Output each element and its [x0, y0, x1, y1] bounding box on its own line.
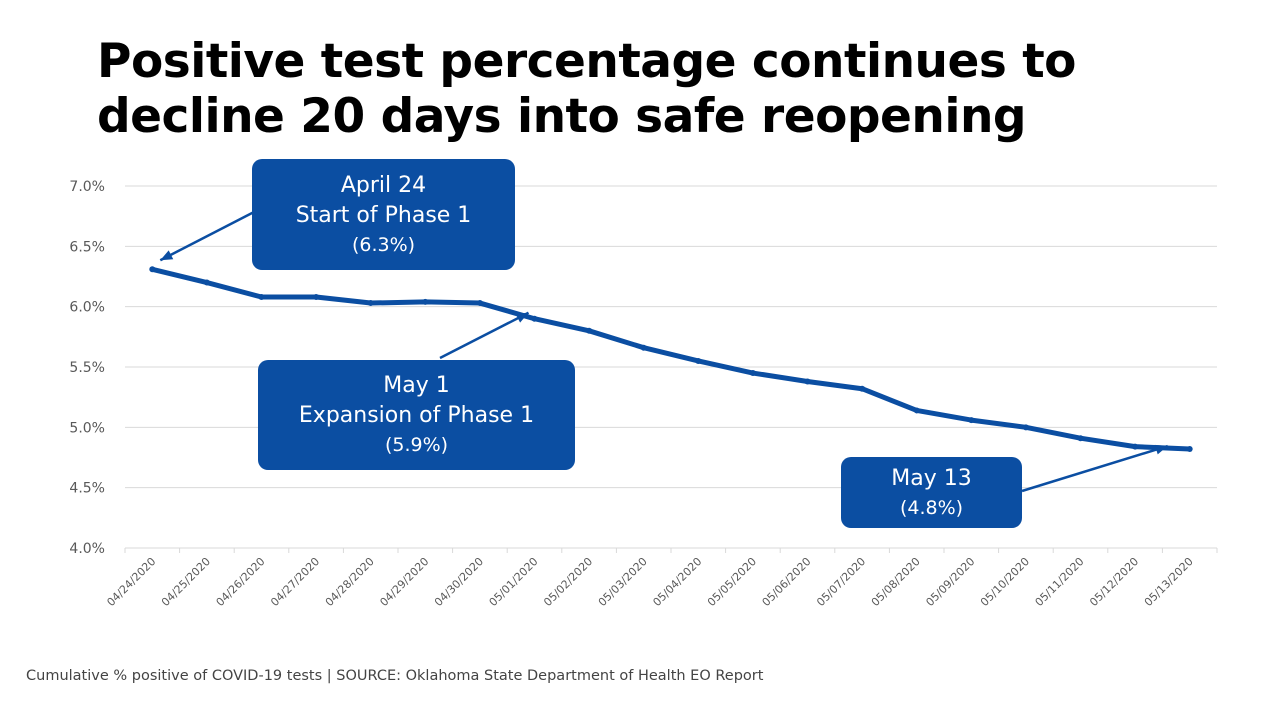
data-point: [804, 378, 811, 385]
callout-april-24-date: April 24: [340, 172, 427, 198]
x-tick-label: 04/24/2020: [104, 555, 158, 609]
data-point: [640, 344, 647, 351]
x-tick-label: 05/05/2020: [705, 555, 759, 609]
y-tick-label: 6.0%: [69, 300, 105, 316]
callout-may-13-date: May 13: [891, 465, 972, 491]
data-point: [476, 300, 483, 307]
callout-may-13: May 13 (4.8%): [841, 457, 1022, 528]
title-line-2: decline 20 days into safe reopening: [97, 89, 1027, 144]
y-tick-label: 6.5%: [69, 239, 105, 255]
data-point: [531, 315, 538, 322]
y-tick-label: 5.5%: [69, 360, 105, 376]
callout-april-24: April 24 Start of Phase 1 (6.3%): [252, 159, 515, 270]
x-tick-label: 05/01/2020: [487, 555, 541, 609]
callout-may-1: May 1 Expansion of Phase 1 (5.9%): [258, 360, 575, 470]
x-tick-label: 04/26/2020: [214, 555, 268, 609]
data-point: [203, 279, 210, 286]
callout-may-13-value: (4.8%): [899, 496, 964, 519]
data-point: [695, 357, 702, 364]
title-line-1: Positive test percentage continues to: [97, 34, 1076, 89]
x-tick-label: 05/02/2020: [541, 555, 595, 609]
x-tick-label: 04/30/2020: [432, 555, 486, 609]
callout-may-1-value: (5.9%): [384, 434, 449, 456]
x-tick-label: 05/06/2020: [760, 555, 814, 609]
data-point: [586, 327, 593, 334]
callout-may-1-label: Expansion of Phase 1: [298, 403, 535, 428]
x-tick-label: 05/07/2020: [814, 555, 868, 609]
callout-april-24-value: (6.3%): [351, 233, 416, 256]
data-point: [859, 385, 866, 392]
x-axis-ticks: 04/24/2020 04/25/2020 04/26/2020 04/27/2020…: [104, 555, 1195, 609]
y-tick-label: 5.0%: [69, 420, 105, 436]
data-point: [422, 298, 429, 305]
x-tick-label: 05/09/2020: [923, 555, 977, 609]
data-point: [1132, 443, 1139, 450]
data-point: [1077, 435, 1084, 442]
arrow-may-13-shaft: [1021, 444, 1169, 493]
y-axis-ticks: 4.0% 4.5% 5.0% 5.5% 6.0% 6.5% 7.0%: [69, 179, 105, 557]
arrow-april-24-shaft: [159, 210, 255, 262]
x-tick-label: 05/03/2020: [596, 555, 650, 609]
data-point: [913, 407, 920, 414]
x-tick-label: 04/27/2020: [268, 555, 322, 609]
x-tick-label: 05/13/2020: [1142, 555, 1196, 609]
arrow-may-1-shaft: [439, 311, 530, 360]
page-title: Positive test percentage continues to de…: [97, 34, 1197, 144]
x-axis: [124, 547, 1218, 553]
callout-may-1-date: May 1: [383, 373, 450, 398]
y-tick-label: 4.0%: [69, 541, 105, 557]
source-note: Cumulative % positive of COVID-19 tests …: [26, 668, 764, 684]
x-tick-label: 04/28/2020: [323, 555, 377, 609]
x-tick-label: 04/25/2020: [159, 555, 213, 609]
data-point: [149, 266, 156, 273]
arrow-april-24-head: [160, 250, 174, 261]
y-tick-label: 4.5%: [69, 481, 105, 497]
x-tick-label: 05/10/2020: [978, 555, 1032, 609]
x-tick-label: 05/08/2020: [869, 555, 923, 609]
x-tick-label: 05/11/2020: [1033, 555, 1087, 609]
data-point: [313, 294, 320, 301]
data-point: [258, 294, 265, 301]
x-tick-label: 05/04/2020: [650, 555, 704, 609]
callout-april-24-label: Start of Phase 1: [295, 202, 472, 228]
x-tick-label: 04/29/2020: [377, 555, 431, 609]
data-point: [367, 300, 374, 307]
x-tick-label: 05/12/2020: [1087, 555, 1141, 609]
data-point: [968, 417, 975, 424]
data-point: [1022, 424, 1029, 431]
series-line: [149, 266, 1193, 452]
y-tick-label: 7.0%: [69, 179, 105, 195]
data-point: [749, 370, 756, 377]
data-series: [149, 266, 1193, 453]
data-point: [1186, 446, 1193, 453]
